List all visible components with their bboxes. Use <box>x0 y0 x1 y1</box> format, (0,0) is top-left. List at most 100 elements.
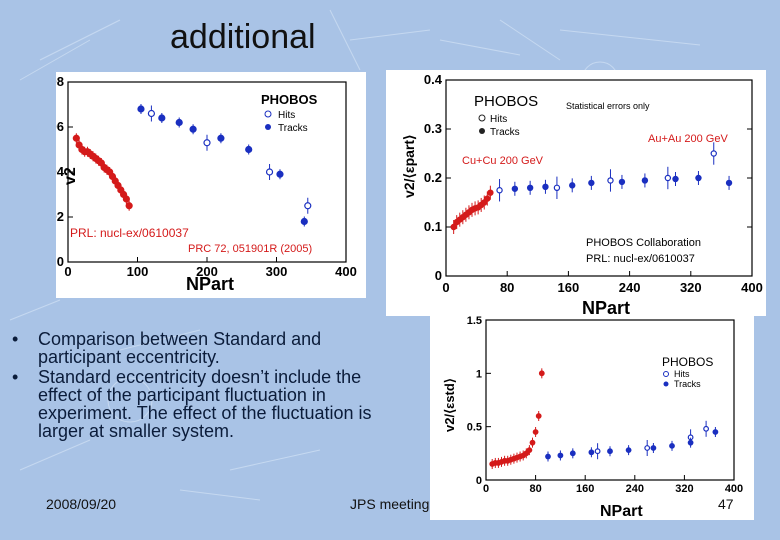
x-tick-label: 240 <box>626 483 644 495</box>
legend-marker-tracks <box>479 128 485 134</box>
chart-v2-estd-vs-npart: v2/⟨εstd⟩ NPart PHOBOS Hits Tracks 0 80 16… <box>442 315 743 520</box>
hits-point <box>703 425 710 432</box>
series-2-point <box>484 195 491 202</box>
x-tick-label: 320 <box>680 280 702 295</box>
x-tick-label: 80 <box>529 483 541 495</box>
y-tick-label: 0.02 <box>56 209 64 224</box>
y-tick-label: 0 <box>57 254 64 269</box>
series-2-point <box>125 202 133 210</box>
hits-point <box>147 109 156 118</box>
legend-entry-tracks: Tracks <box>674 379 701 389</box>
annotation-stat-errors: Statistical errors only <box>566 101 650 111</box>
hits-point <box>553 184 561 192</box>
series-2-point <box>72 134 80 142</box>
y-axis-label: v2/⟨εpart⟩ <box>401 135 417 198</box>
tracks-point <box>618 178 626 186</box>
bullet-dot: • <box>12 329 19 349</box>
tracks-point <box>569 450 576 457</box>
y-tick-label: 0.4 <box>424 72 443 87</box>
tracks-point <box>175 118 183 127</box>
annotation-auau: Au+Au 200 GeV <box>648 133 728 145</box>
bullet-item: • Comparison between Standard and partici… <box>12 329 322 367</box>
tracks-point <box>588 449 595 456</box>
y-tick-label: 0.06 <box>56 119 64 134</box>
series-2-point <box>122 195 130 203</box>
tracks-point <box>300 217 308 226</box>
series-2-point <box>532 429 539 435</box>
tracks-point <box>607 448 613 455</box>
bullet-item: • Standard eccentricity doesn’t include t… <box>12 367 372 441</box>
tracks-point <box>650 445 657 451</box>
x-axis-label: NPart <box>582 298 630 316</box>
x-tick-label: 160 <box>576 483 594 495</box>
annotation-prl: PRL: nucl-ex/0610037 <box>586 253 695 265</box>
bullet-dot: • <box>12 367 19 387</box>
y-tick-label: 0 <box>476 475 482 487</box>
y-axis-label: v2/⟨εstd⟩ <box>442 378 457 432</box>
hits-point <box>594 448 601 455</box>
y-tick-label: 0.04 <box>56 164 65 179</box>
hits-point <box>265 168 274 176</box>
legend-marker-tracks <box>663 381 669 387</box>
tracks-point <box>669 442 675 449</box>
tracks-point <box>695 174 702 182</box>
legend-entry-hits: Hits <box>490 114 507 125</box>
y-tick-label: 0.08 <box>56 74 64 89</box>
y-tick-label: 1.5 <box>467 315 482 327</box>
series-2-point <box>487 189 494 196</box>
y-tick-label: 0.3 <box>424 121 442 136</box>
tracks-point <box>276 170 284 178</box>
tracks-point <box>672 175 679 183</box>
x-axis-label: NPart <box>600 503 643 520</box>
x-tick-label: 400 <box>741 280 763 295</box>
chart-panel-v2-epart: v2/⟨εpart⟩ NPart PHOBOS Hits Tracks Stat… <box>386 70 766 316</box>
hits-point <box>496 187 503 194</box>
y-tick-label: 0.5 <box>467 422 482 434</box>
tracks-point <box>245 145 253 154</box>
x-tick-label: 400 <box>725 483 743 495</box>
chart-v2-vs-npart: v2 NPart PHOBOS Hits Tracks PRL: nucl-ex… <box>56 74 357 294</box>
hits-point <box>203 139 211 147</box>
chart-panel-v2: v2 NPart PHOBOS Hits Tracks PRL: nucl-ex… <box>56 72 366 298</box>
series-2-point <box>450 223 457 231</box>
hits-point <box>304 202 312 210</box>
chart-panel-v2-estd: v2/⟨εstd⟩ NPart PHOBOS Hits Tracks 0 80 16… <box>430 314 754 520</box>
hits-point <box>664 174 672 182</box>
tracks-point <box>557 452 564 459</box>
footer-meeting: JPS meeting <box>350 496 430 512</box>
series-2-point <box>538 370 545 377</box>
tracks-point <box>217 134 225 142</box>
annotation-collab: PHOBOS Collaboration <box>586 237 701 249</box>
x-tick-label: 240 <box>619 280 641 295</box>
y-tick-label: 0.1 <box>424 219 442 234</box>
plot-frame <box>485 319 735 481</box>
series-2-point <box>529 439 536 446</box>
annotation-prl: PRL: nucl-ex/0610037 <box>70 226 189 240</box>
tracks-point <box>641 177 649 184</box>
annotation-prc: PRC 72, 051901R (2005) <box>188 243 312 255</box>
tracks-point <box>137 105 145 113</box>
hits-point <box>607 177 614 184</box>
x-tick-label: 160 <box>558 280 580 295</box>
x-tick-label: 400 <box>335 264 357 279</box>
y-axis-label: v2 <box>62 167 79 185</box>
tracks-point <box>189 125 197 133</box>
series-2-point <box>535 413 542 419</box>
tracks-point <box>725 179 733 187</box>
tracks-point <box>545 453 551 460</box>
y-tick-label: 0.2 <box>424 170 442 185</box>
y-tick-label: 0 <box>435 268 442 283</box>
annotation-cucu: Cu+Cu 200 GeV <box>462 155 544 167</box>
x-tick-label: 80 <box>500 280 514 295</box>
x-tick-label: 200 <box>196 264 218 279</box>
tracks-point <box>158 114 166 122</box>
y-tick-label: 1 <box>476 368 482 380</box>
tracks-point <box>511 185 519 192</box>
x-axis-label: NPart <box>186 274 234 294</box>
legend-marker-hits <box>663 371 669 377</box>
x-tick-label: 320 <box>675 483 693 495</box>
legend-title: PHOBOS <box>261 92 318 107</box>
footer-date: 2008/09/20 <box>46 496 117 512</box>
legend-entry-tracks: Tracks <box>278 123 308 134</box>
